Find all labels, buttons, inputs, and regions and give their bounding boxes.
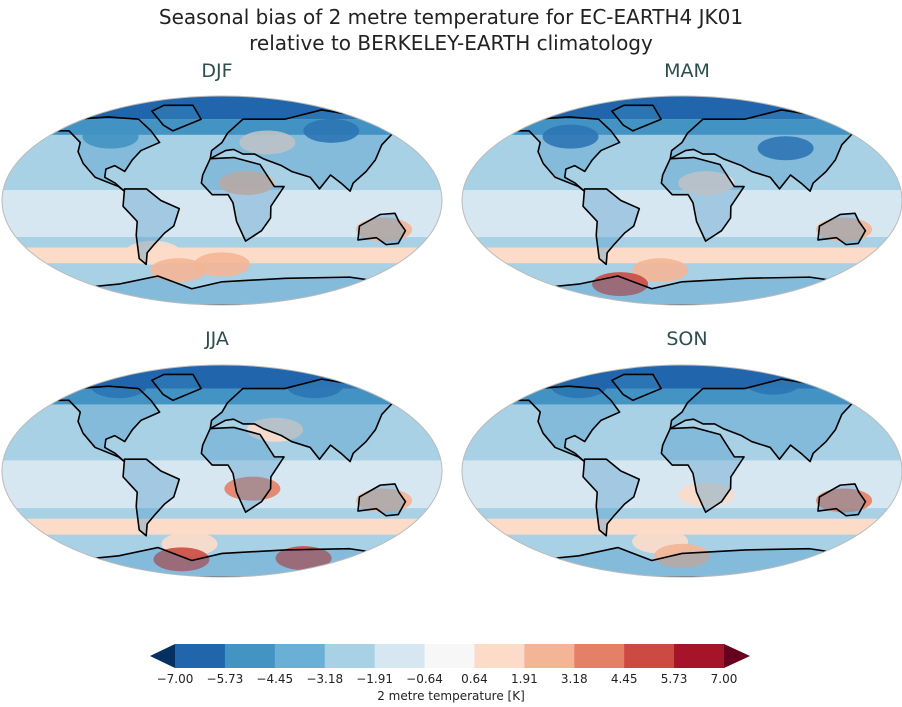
bias-patch <box>654 543 710 568</box>
colorbar-segment <box>324 644 376 668</box>
coastline <box>122 188 181 266</box>
bias-patch <box>239 130 296 155</box>
colorbar-tick: −3.18 <box>306 672 344 686</box>
colorbar-tick: 4.45 <box>610 672 638 686</box>
bias-patch <box>356 217 413 242</box>
coastline <box>660 426 745 514</box>
bias-patch <box>153 547 210 572</box>
bias-patch <box>632 258 689 283</box>
map-band <box>462 96 902 120</box>
coastline <box>151 373 202 402</box>
coastline <box>151 104 202 132</box>
figure-title: Seasonal bias of 2 metre temperature for… <box>0 4 902 56</box>
coastline <box>669 378 873 463</box>
bias-patch <box>218 171 275 196</box>
map-border <box>461 364 902 578</box>
coastline <box>582 188 641 266</box>
bias-patch <box>275 546 332 571</box>
bias-patch <box>757 136 814 161</box>
colorbar-segment <box>424 644 475 668</box>
colorbar-label: 2 metre temperature [K] <box>377 689 525 703</box>
panel-title-son: SON <box>666 328 708 350</box>
panel-title-djf: DJF <box>201 60 233 82</box>
colorbar-segment <box>674 644 725 668</box>
bias-patch <box>816 488 873 513</box>
colorbar-tick: −1.91 <box>356 672 394 686</box>
colorbar-segment <box>524 644 575 668</box>
colorbar-under-arrow <box>150 644 175 668</box>
coastline <box>200 426 285 514</box>
colorbar-tick: −0.64 <box>406 672 443 686</box>
colorbar-segment <box>224 644 276 668</box>
map-jja <box>1 364 443 578</box>
map-border <box>1 95 443 306</box>
panel-title-jja: JJA <box>205 328 229 350</box>
coastline <box>209 378 413 463</box>
bias-patch <box>303 118 360 143</box>
coastline <box>357 212 407 246</box>
map-band <box>2 518 442 535</box>
colorbar-tick: 3.18 <box>560 672 588 686</box>
coastline <box>817 483 867 517</box>
colorbar-segment <box>274 644 326 668</box>
coastline <box>209 109 413 193</box>
map-djf <box>1 95 443 306</box>
colorbar <box>150 644 750 668</box>
bias-patch <box>150 258 207 283</box>
bias-patch <box>82 124 139 149</box>
colorbar-tick: 5.73 <box>660 672 688 686</box>
panel-title-mam: MAM <box>664 60 710 82</box>
coastline <box>669 109 873 193</box>
colorbar-segment <box>624 644 675 668</box>
map-band <box>2 96 442 120</box>
colorbar-over-arrow <box>724 644 750 668</box>
bias-patch <box>356 488 413 513</box>
coastline <box>200 156 285 242</box>
coastline <box>582 458 641 537</box>
colorbar-segment <box>474 644 525 668</box>
coastline <box>660 156 745 242</box>
colorbar-tick: −7.00 <box>156 672 194 686</box>
map-border <box>1 364 443 578</box>
map-son <box>461 364 902 578</box>
map-mam <box>461 95 902 306</box>
coastline <box>611 104 662 132</box>
title-line-2: relative to BERKELEY-EARTH climatology <box>249 31 653 55</box>
coastline <box>40 116 161 193</box>
title-line-1: Seasonal bias of 2 metre temperature for… <box>158 5 744 29</box>
colorbar-tick: −5.73 <box>206 672 244 686</box>
bias-patch <box>678 482 735 507</box>
coastline <box>122 458 181 537</box>
coastline <box>500 385 621 463</box>
map-band <box>462 365 902 389</box>
coastline <box>817 212 867 246</box>
coastline <box>357 483 407 517</box>
colorbar-tick: 1.91 <box>511 672 538 686</box>
colorbar-tick: −4.45 <box>256 672 294 686</box>
coastline <box>611 373 662 402</box>
colorbar-segment <box>374 644 426 668</box>
colorbar-tick: 0.64 <box>461 672 488 686</box>
bias-patch <box>194 252 250 277</box>
colorbar-segment <box>175 644 226 668</box>
map-band <box>2 365 442 389</box>
coastline <box>500 116 621 193</box>
colorbar-tick: 7.00 <box>710 672 738 686</box>
bias-patch <box>816 217 873 242</box>
map-band <box>462 518 902 535</box>
coastline <box>40 385 161 463</box>
bias-patch <box>542 124 599 149</box>
bias-patch <box>678 171 735 196</box>
colorbar-segment <box>574 644 625 668</box>
map-band <box>462 247 902 264</box>
map-border <box>461 95 902 306</box>
